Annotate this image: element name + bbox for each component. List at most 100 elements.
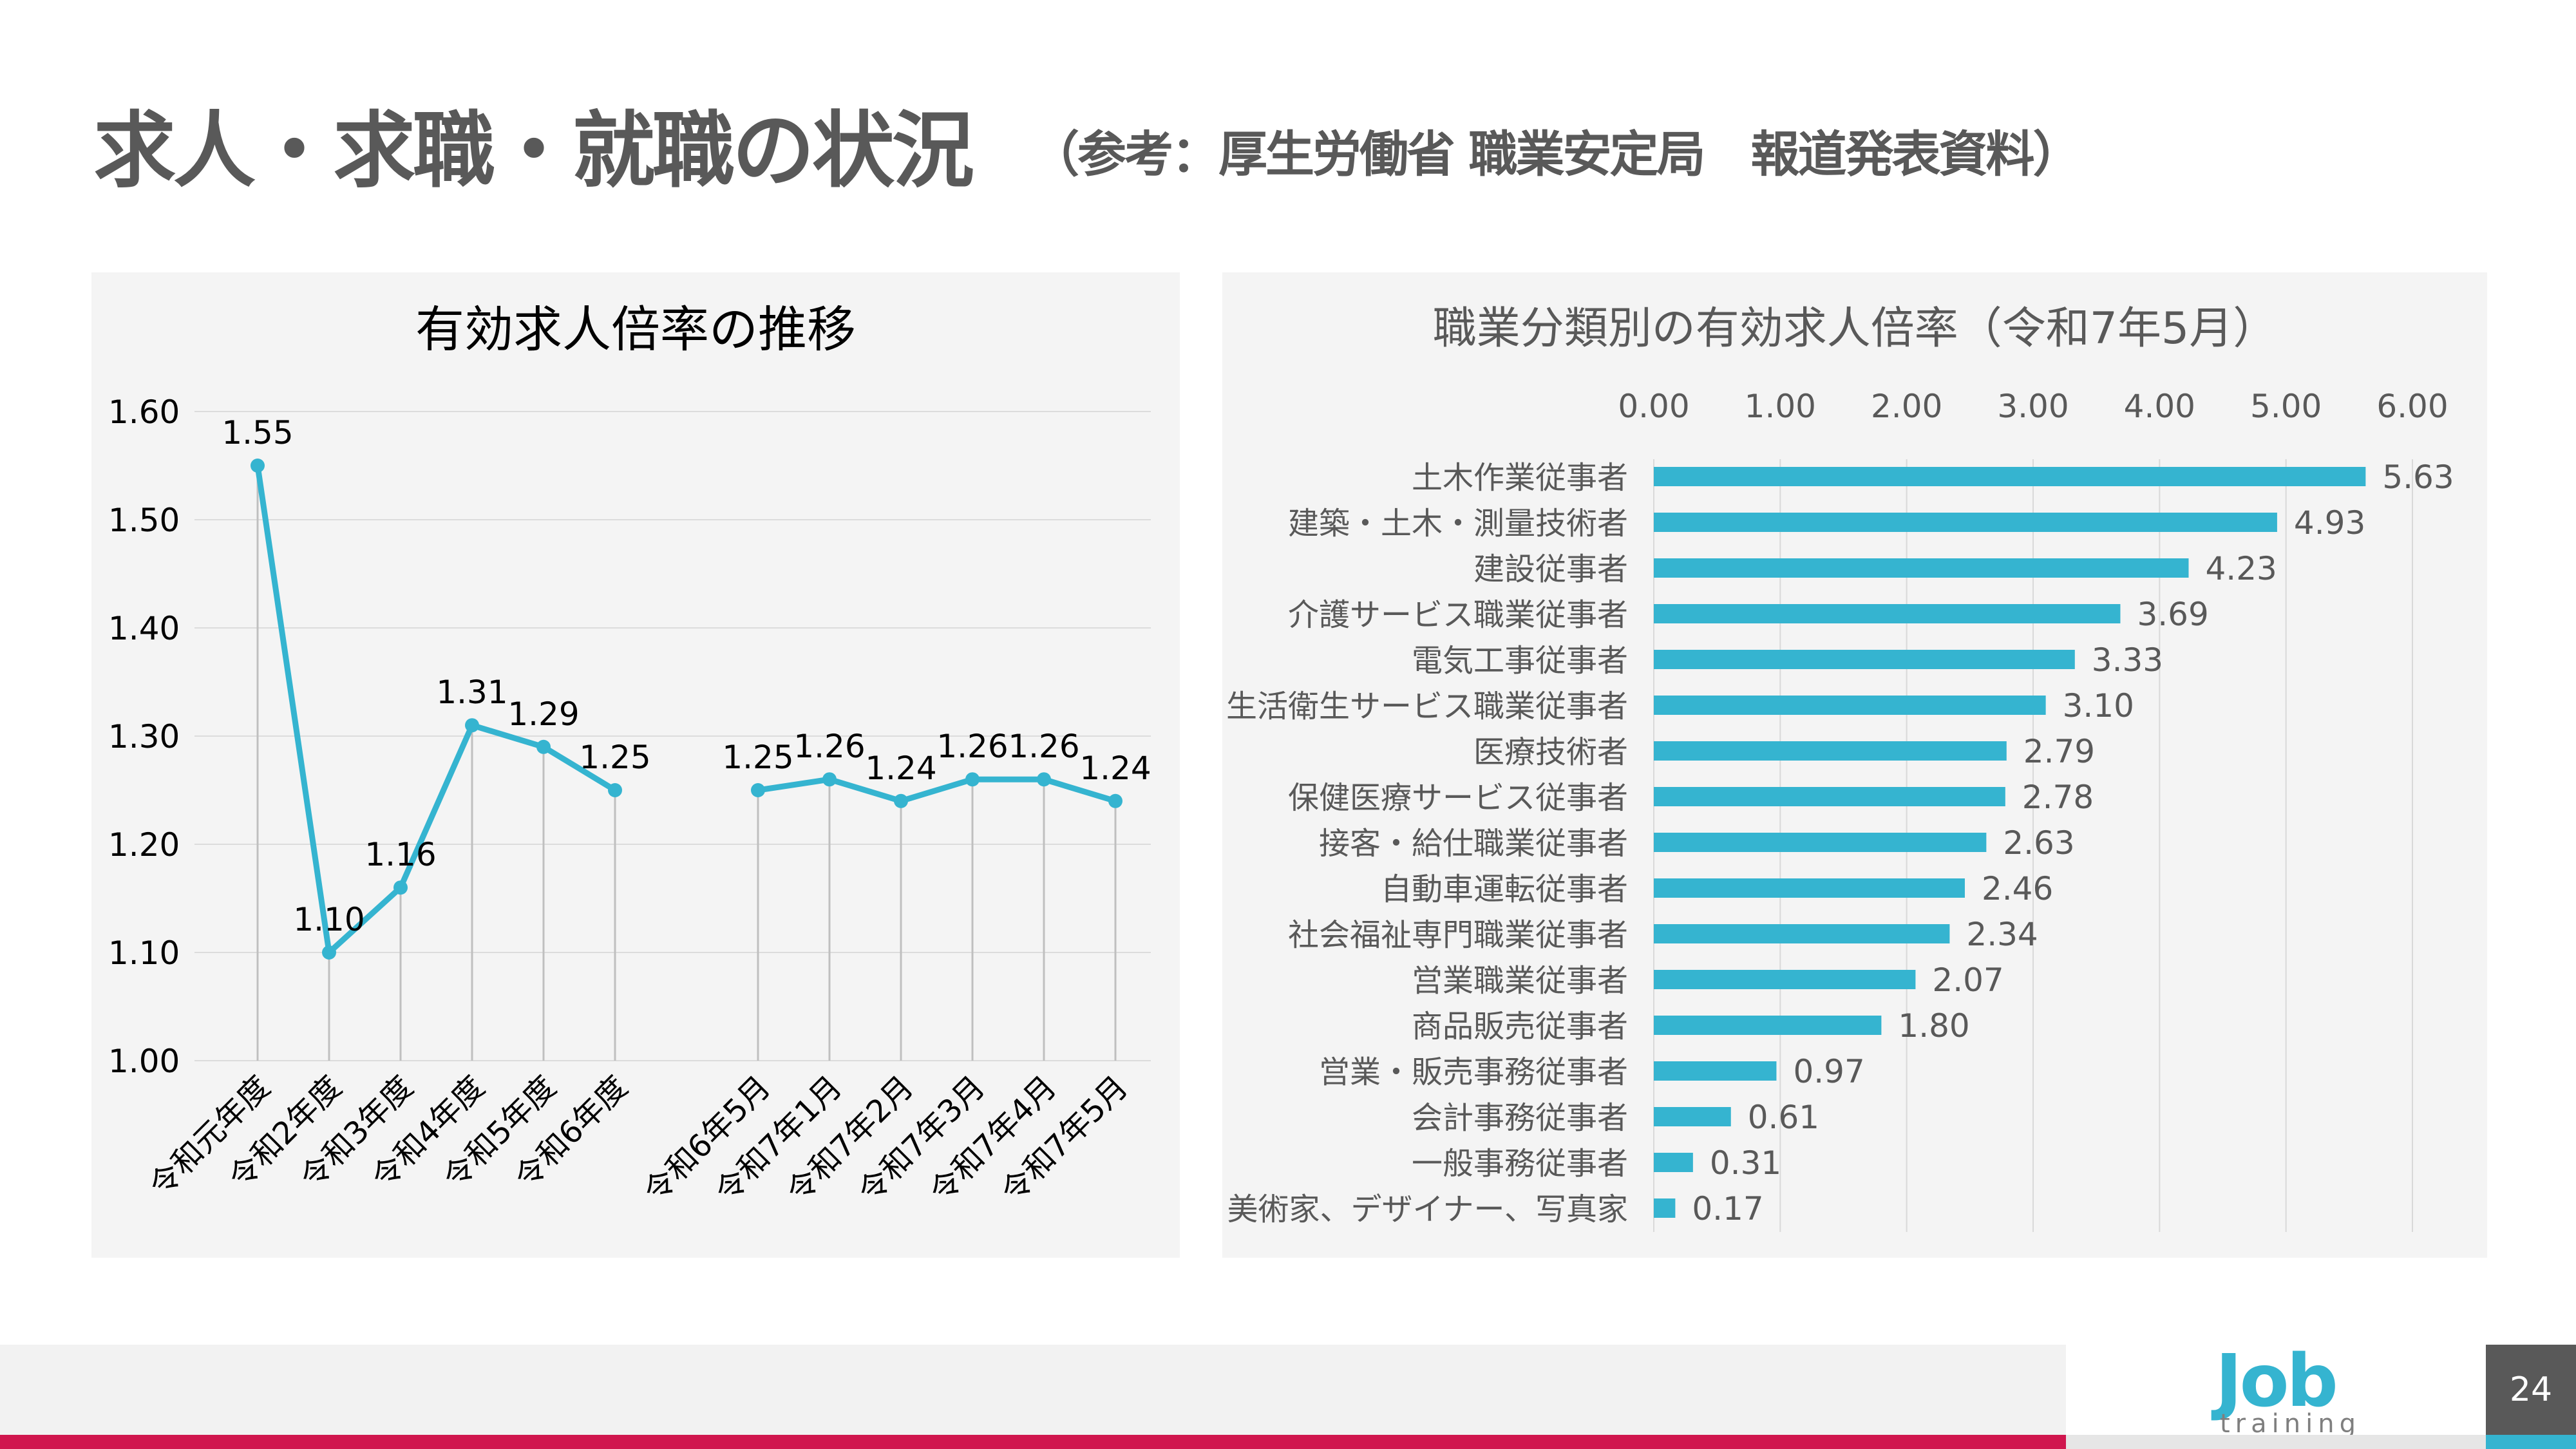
bar-chart-panel: 職業分類別の有効求人倍率（令和7年5月） 0.00 1.00 2.00 3.00 4.00…: [1222, 272, 2487, 1258]
x-tick-label: 6.00: [2376, 388, 2448, 425]
bar-value-label: 0.31: [1710, 1144, 1781, 1182]
bar: [1654, 467, 2366, 486]
data-label: 1.31: [436, 674, 507, 711]
line-chart-title: 有効求人倍率の推移: [415, 301, 856, 358]
data-label: 1.55: [222, 414, 293, 451]
bar-value-label: 2.46: [1982, 870, 2053, 907]
x-tick-label: 3.00: [1997, 388, 2069, 425]
bar-value-label: 2.07: [1932, 961, 2003, 999]
data-label: 1.10: [293, 901, 365, 938]
category-label: 商品販売従事者: [1412, 1009, 1628, 1045]
data-label: 1.24: [865, 750, 936, 787]
bar: [1654, 1153, 1693, 1172]
x-tick-label: 2.00: [1871, 388, 1942, 425]
data-label: 1.26: [793, 728, 865, 765]
category-label: 電気工事従事者: [1412, 643, 1628, 679]
category-label: 一般事務従事者: [1412, 1146, 1628, 1182]
bar-chart-title: 職業分類別の有効求人倍率（令和7年5月）: [1433, 303, 2277, 354]
data-point: [393, 880, 408, 895]
data-label: 1.26: [936, 728, 1008, 765]
category-label: 自動車運転従事者: [1381, 871, 1628, 907]
bar-value-label: 1.80: [1898, 1007, 1969, 1045]
category-label: 社会福祉専門職業従事者: [1288, 917, 1628, 953]
bar-value-label: 2.79: [2023, 733, 2095, 770]
footer-line-gray: [2066, 1435, 2486, 1449]
category-label: 美術家、デザイナー、写真家: [1227, 1191, 1628, 1227]
data-label: 1.26: [1008, 728, 1079, 765]
bar: [1654, 1061, 1777, 1081]
data-point: [251, 459, 265, 473]
bar-value-label: 5.63: [2382, 459, 2454, 496]
data-point: [965, 772, 980, 787]
bar: [1654, 558, 2189, 578]
category-label: 介護サービス職業従事者: [1288, 597, 1628, 633]
bar: [1654, 970, 1916, 989]
data-point: [1037, 772, 1051, 787]
bar: [1654, 513, 2277, 532]
line-chart: 有効求人倍率の推移 1.00 1.10 1.20 1.30 1.40 1.50 1.60 1.5…: [108, 301, 1151, 1209]
page-number-accent: [2486, 1435, 2576, 1449]
page-number-box: [2486, 1345, 2576, 1435]
page-subtitle: （参考：厚生労働省 職業安定局 報道発表資料）: [1030, 126, 2081, 183]
data-point: [322, 945, 336, 960]
data-label: 1.16: [365, 836, 436, 873]
data-label: 1.25: [722, 739, 793, 776]
x-tick-label: 1.00: [1745, 388, 1816, 425]
data-point: [1108, 793, 1122, 808]
bar: [1654, 650, 2075, 669]
y-tick-label: 1.10: [108, 934, 180, 972]
footer-accent-line: [0, 1435, 2066, 1449]
bar-value-label: 2.63: [2003, 824, 2074, 862]
y-tick-label: 1.30: [108, 718, 180, 755]
data-point: [751, 783, 765, 797]
bar-value-label: 2.78: [2022, 779, 2094, 816]
bar: [1654, 833, 1987, 852]
category-label: 接客・給仕職業従事者: [1319, 826, 1628, 862]
bar-value-label: 3.69: [2137, 596, 2208, 633]
data-label: 1.29: [507, 696, 579, 733]
logo-subtext: training: [2220, 1409, 2361, 1439]
category-label: 土木作業従事者: [1412, 460, 1628, 496]
x-tick-label: 4.00: [2124, 388, 2195, 425]
bar: [1654, 878, 1965, 898]
data-point: [608, 783, 622, 797]
category-label: 医療技術者: [1473, 734, 1628, 770]
category-label: 生活衛生サービス職業従事者: [1226, 688, 1628, 724]
logo: Job: [2215, 1340, 2338, 1423]
bar-value-label: 0.97: [1793, 1053, 1864, 1090]
category-label: 建設従事者: [1473, 551, 1628, 587]
bar-value-label: 4.93: [2294, 504, 2365, 542]
data-point: [894, 793, 908, 808]
y-tick-label: 1.40: [108, 610, 180, 647]
bar-value-label: 2.34: [1966, 916, 2038, 953]
bar: [1654, 696, 2046, 715]
y-tick-label: 1.00: [108, 1043, 180, 1080]
bar: [1654, 1198, 1676, 1218]
line-chart-panel: 有効求人倍率の推移 1.00 1.10 1.20 1.30 1.40 1.50 1.60 1.5…: [91, 272, 1180, 1258]
data-point: [465, 718, 479, 733]
bar: [1654, 787, 2005, 806]
category-label: 営業職業従事者: [1412, 963, 1628, 999]
bar: [1654, 924, 1950, 943]
category-label: 営業・販売事務従事者: [1319, 1054, 1628, 1090]
y-tick-label: 1.20: [108, 826, 180, 864]
category-label: 建築・土木・測量技術者: [1288, 506, 1628, 542]
bar-value-label: 4.23: [2205, 550, 2277, 587]
bar: [1654, 1016, 1882, 1035]
data-point: [536, 739, 551, 754]
x-tick-label: 5.00: [2250, 388, 2322, 425]
series-line-月次: [757, 776, 1117, 804]
bar-value-label: 0.61: [1748, 1099, 1819, 1136]
x-tick-label: 0.00: [1618, 388, 1689, 425]
bar: [1654, 1107, 1731, 1126]
bar: [1654, 604, 2121, 623]
y-tick-label: 1.50: [108, 502, 180, 539]
data-point: [822, 772, 837, 787]
category-label: 会計事務従事者: [1412, 1100, 1628, 1136]
y-tick-label: 1.60: [108, 393, 180, 431]
logo-box: [2066, 1345, 2486, 1435]
page-title: 求人・求職・就職の状況: [93, 103, 974, 199]
page-number: 24: [2509, 1370, 2553, 1409]
bar-value-label: 3.10: [2063, 687, 2134, 724]
data-label: 1.24: [1079, 750, 1151, 787]
